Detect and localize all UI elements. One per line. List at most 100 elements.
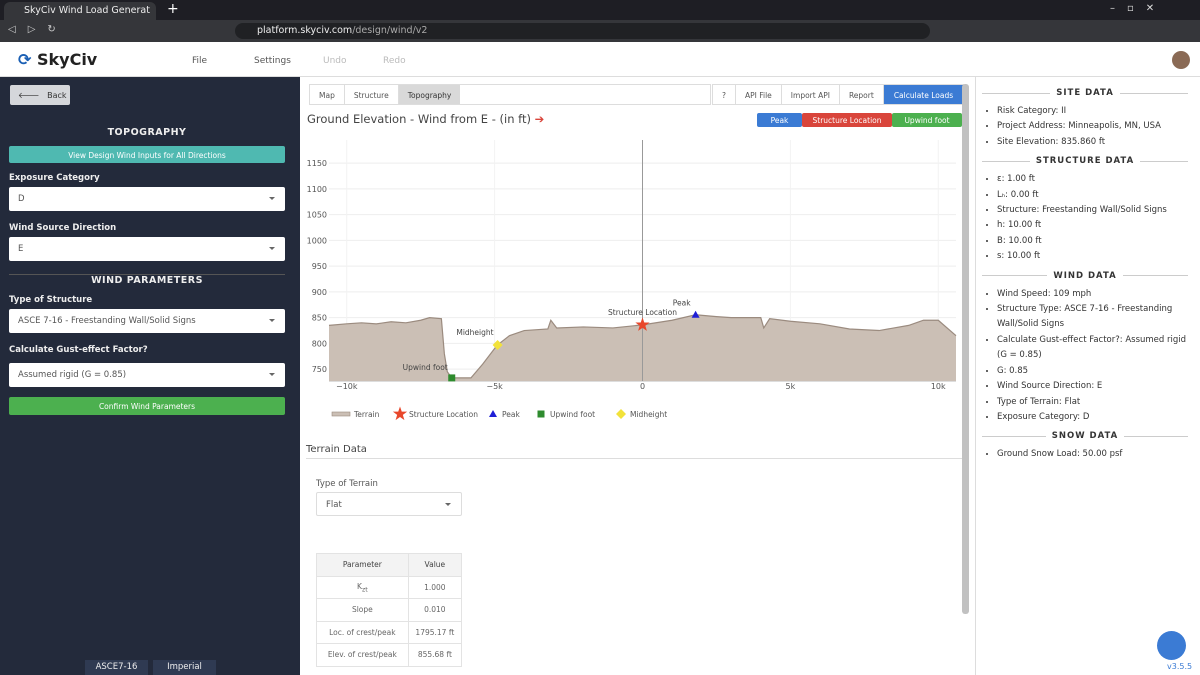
section-heading: WIND PARAMETERS [9, 274, 285, 286]
divider [306, 458, 962, 459]
triangle-marker [691, 310, 700, 318]
star-marker [635, 317, 650, 331]
marker-label: Midheight [456, 328, 493, 337]
header-cell: Value [407, 553, 463, 577]
data-item: G: 0.85 [997, 364, 1188, 379]
confirm-button[interactable]: Confirm Wind Parameters [9, 397, 285, 415]
data-item: B: 10.00 ft [997, 234, 1188, 249]
data-item: Site Elevation: 835.860 ft [997, 135, 1188, 150]
x-tick-label: 10k [931, 382, 946, 391]
diamond-marker [616, 409, 626, 419]
cell: 1795.17 ft [407, 620, 463, 644]
chart-title-text: Ground Elevation - Wind from E - (in ft) [307, 112, 532, 126]
window-controls[interactable]: –▫✕ [1110, 3, 1167, 14]
address-bar[interactable]: platform.skyciv.com/design/wind/v2 [235, 23, 930, 39]
cell: 0.010 [407, 598, 463, 622]
y-tick-label: 850 [312, 314, 327, 323]
direction-select[interactable]: E [9, 237, 285, 261]
logo-text: SkyCiv [36, 50, 98, 69]
tab-active[interactable]: Topography [398, 85, 461, 104]
browser-tabbar [0, 0, 1200, 20]
toolbar: ? API File Import API Report Calculate Loads [712, 84, 965, 105]
code-toggle[interactable]: ASCE7-16 [85, 660, 148, 675]
y-tick-label: 950 [312, 262, 327, 271]
cell-text: K [357, 581, 362, 591]
menu-undo[interactable]: Undo [323, 56, 347, 66]
menu-redo[interactable]: Redo [383, 56, 406, 66]
tab[interactable]: Structure [345, 85, 399, 104]
menu-file[interactable]: File [192, 56, 208, 66]
data-list: Risk Category: IIProject Address: Minnea… [982, 104, 1188, 150]
structure-select[interactable]: ASCE 7-16 - Freestanding Wall/Solid Sign… [9, 309, 285, 333]
view-inputs-button[interactable]: View Design Wind Inputs for All Directio… [9, 146, 285, 163]
y-tick-label: 1100 [307, 185, 327, 194]
marker-label: Structure Location [608, 308, 677, 317]
new-tab[interactable]: + [167, 1, 179, 17]
data-item: Calculate Gust-effect Factor?: Assumed r… [997, 333, 1188, 364]
section-heading: WIND DATA [982, 271, 1188, 281]
report-button[interactable]: Report [840, 85, 884, 104]
unit-toggle[interactable]: Imperial [153, 660, 216, 675]
nav-buttons[interactable]: ◁▷↻ [8, 24, 68, 35]
data-item: Risk Category: II [997, 104, 1188, 119]
field-label: Type of Terrain [316, 479, 378, 489]
structure-button[interactable]: Structure Location [802, 113, 892, 127]
terrain-line [328, 314, 957, 379]
data-list: Ground Snow Load: 50.00 psf [982, 447, 1188, 462]
cell: Elev. of crest/peak [316, 643, 409, 667]
peak-button[interactable]: Peak [757, 113, 802, 127]
y-tick-label: 750 [312, 365, 327, 374]
x-tick-label: 0 [640, 382, 645, 391]
cell: Kzt [316, 575, 409, 599]
y-tick-label: 800 [312, 339, 327, 348]
legend-label: Upwind foot [550, 410, 595, 419]
back-text: Back [47, 91, 67, 100]
section-heading: STRUCTURE DATA [982, 156, 1188, 166]
browser-tab[interactable]: SkyCiv Wind Load Generat [4, 2, 156, 20]
field-label: Wind Source Direction [9, 223, 117, 233]
y-tick-label: 1000 [307, 236, 327, 245]
data-list: Wind Speed: 109 mphStructure Type: ASCE … [982, 287, 1188, 426]
x-tick-label: 5k [786, 382, 796, 391]
legend-label: Terrain [353, 410, 380, 419]
row: Kzt 1.000 [316, 575, 463, 599]
back-button[interactable]: 🡐 Back [10, 85, 70, 105]
data-item: Structure: Freestanding Wall/Solid Signs [997, 203, 1188, 218]
help-button[interactable]: ? [712, 85, 736, 104]
data-item: Project Address: Minneapolis, MN, USA [997, 119, 1188, 134]
chat-button[interactable] [1157, 631, 1186, 660]
gust-select[interactable]: Assumed rigid (G = 0.85) [9, 363, 285, 387]
tab[interactable]: Map [310, 85, 345, 104]
scrollbar[interactable] [962, 84, 969, 614]
data-item: h: 10.00 ft [997, 218, 1188, 233]
view-tabs: Map Structure Topography [309, 84, 712, 105]
data-item: Exposure Category: D [997, 410, 1188, 425]
terrain-select[interactable]: Flat [316, 492, 462, 516]
row: Elev. of crest/peak 855.68 ft [316, 643, 463, 667]
data-item: ε: 1.00 ft [997, 172, 1188, 187]
right-panel: SITE DATA Risk Category: IIProject Addres… [975, 77, 1200, 675]
header-row: Parameter Value [316, 553, 463, 577]
import-api-button[interactable]: Import API [782, 85, 840, 104]
y-tick-label: 900 [312, 288, 327, 297]
calculate-button[interactable]: Calculate Loads [883, 85, 964, 104]
cell: 1.000 [407, 575, 463, 599]
exposure-select[interactable]: D [9, 187, 285, 211]
upwind-button[interactable]: Upwind foot [892, 113, 962, 127]
header-cell: Parameter [316, 553, 409, 577]
left-panel: 🡐 Back TOPOGRAPHY View Design Wind Input… [0, 77, 300, 675]
api-file-button[interactable]: API File [736, 85, 782, 104]
logo[interactable]: ⟳ SkyCiv [18, 50, 98, 69]
section-heading: SNOW DATA [982, 431, 1188, 441]
data-item: Structure Type: ASCE 7-16 - Freestanding… [997, 302, 1188, 333]
topography-table: Parameter Value Kzt 1.000 Slope 0.010 Loc. of … [316, 553, 463, 667]
section-title: Terrain Data [306, 444, 367, 455]
star-marker [392, 406, 408, 421]
version: v3.5.5 [1167, 662, 1193, 671]
avatar[interactable] [1172, 51, 1190, 69]
cell: 855.68 ft [407, 643, 463, 667]
menu-settings[interactable]: Settings [254, 56, 291, 66]
app-header [0, 42, 1200, 77]
triangle-marker [489, 410, 497, 417]
